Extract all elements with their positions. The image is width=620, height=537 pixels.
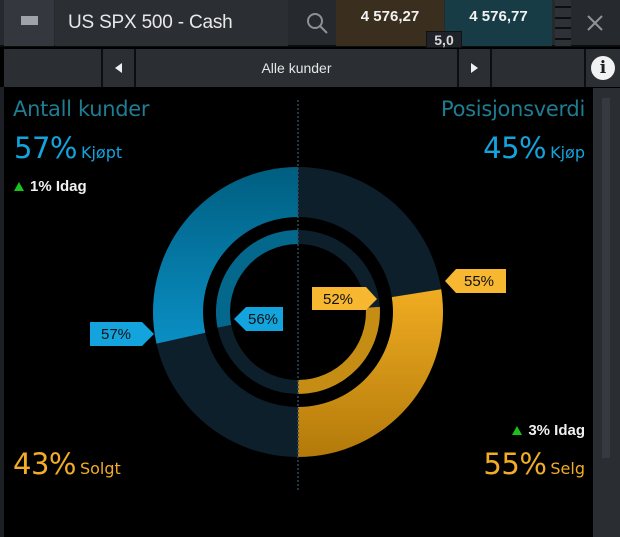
clients-sold-label: Solgt — [79, 459, 121, 478]
buy-price-button[interactable]: 4 576,77 — [445, 0, 552, 46]
buy-price: 4 576,77 — [469, 7, 528, 25]
clients-today-text: 1% Idag — [30, 178, 87, 195]
info-button[interactable]: i — [584, 49, 620, 87]
sell-price: 4 576,27 — [360, 7, 420, 25]
outer-position-sell-segment — [298, 289, 443, 457]
inner-clients-bought-segment — [216, 230, 298, 328]
inner-position-sell-segment — [298, 306, 380, 394]
hamburger-icon — [20, 16, 38, 30]
sell-price-button[interactable]: 4 576,27 — [336, 0, 444, 46]
position-buy-pct: 45% — [483, 131, 547, 165]
position-sell-label: Selg — [550, 459, 585, 478]
position-today-change: 3% Idag — [512, 422, 585, 439]
instrument-title: US SPX 500 - Cash — [68, 12, 233, 33]
instrument-selector[interactable]: US SPX 500 - Cash — [55, 0, 328, 46]
outer-position-tag: 55% — [463, 272, 495, 290]
inner-position-tag-shape — [312, 287, 377, 310]
previous-filter-button[interactable] — [101, 49, 136, 87]
clients-bought-label: Kjøpt — [80, 143, 123, 162]
up-arrow-icon — [14, 182, 24, 191]
search-icon[interactable] — [305, 11, 329, 35]
clients-sold-stat: 43% Solgt — [13, 447, 121, 481]
drag-handle-icon[interactable] — [555, 0, 571, 46]
outer-position-tag-shape — [445, 269, 506, 293]
inner-clients-tag-shape — [234, 307, 283, 331]
position-today-text: 3% Idag — [528, 422, 585, 439]
clients-today-change: 1% Idag — [14, 178, 87, 195]
clients-bought-stat: 57% Kjøpt — [14, 131, 122, 165]
position-buy-label: Kjøp — [550, 143, 585, 162]
menu-button[interactable] — [4, 0, 54, 46]
outer-clients-bought-segment — [153, 167, 298, 344]
inner-clients-tag: 56% — [247, 310, 279, 328]
info-icon: i — [591, 56, 615, 80]
inner-position-tag: 52% — [322, 290, 354, 308]
position-heading: Posisjonsverdi — [441, 97, 585, 121]
chevron-left-icon — [115, 63, 122, 73]
sentiment-donut-chart — [90, 100, 506, 490]
spread-value: 5,0 — [426, 31, 462, 48]
clients-sold-pct: 43% — [13, 447, 76, 481]
client-filter-bar: Alle kunder i — [4, 49, 620, 87]
client-filter-label: Alle kunder — [261, 60, 332, 76]
close-icon — [587, 15, 603, 31]
position-sell-pct: 55% — [483, 447, 547, 481]
clients-heading: Antall kunder — [13, 97, 150, 121]
close-button[interactable] — [578, 8, 612, 38]
next-filter-button[interactable] — [457, 49, 492, 87]
up-arrow-icon — [512, 426, 523, 435]
chevron-right-icon — [471, 63, 478, 73]
position-buy-stat: 45% Kjøp — [483, 131, 585, 165]
scrollbar-thumb[interactable] — [602, 98, 610, 458]
clients-bought-pct: 57% — [14, 131, 77, 165]
left-edge-divider — [0, 87, 4, 537]
title-bar: US SPX 500 - Cash 4 576,27 4 576,77 5,0 — [0, 0, 620, 48]
outer-clients-tag-shape — [90, 322, 154, 346]
outer-clients-tag: 57% — [100, 325, 132, 343]
position-sell-stat: 55% Selg — [483, 447, 585, 481]
